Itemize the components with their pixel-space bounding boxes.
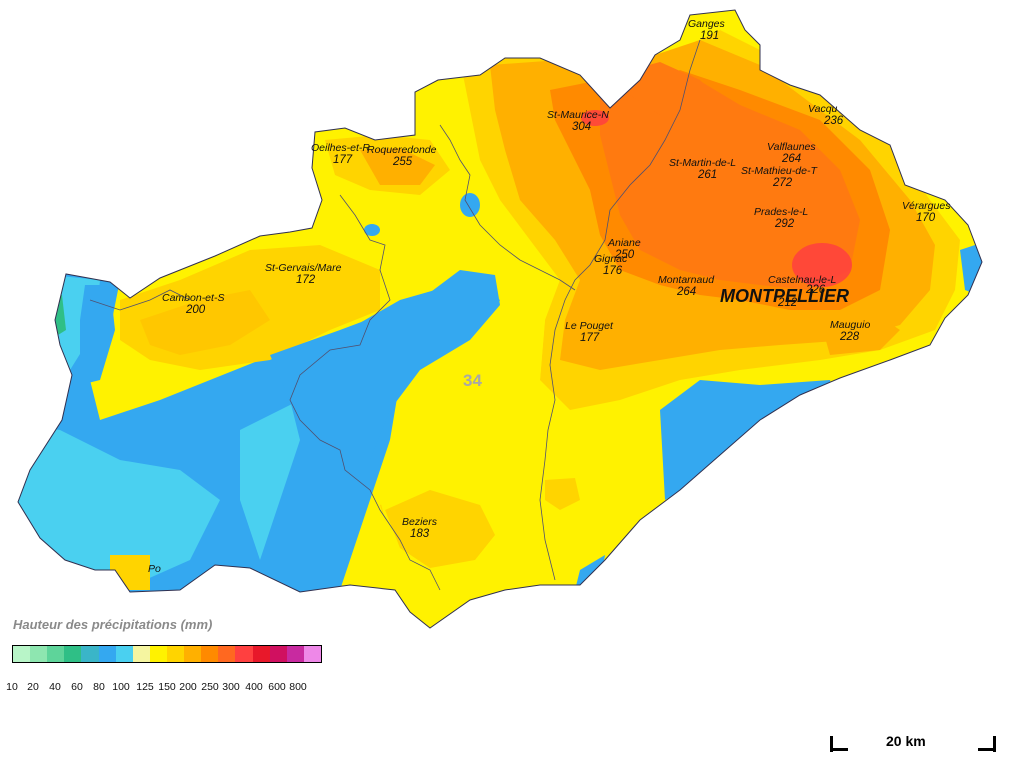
city-label: MONTPELLIER [720,286,849,306]
station-value: 183 [410,528,430,540]
legend-tick-label: 20 [27,681,39,693]
station-name: Mauguio [830,319,870,331]
legend-tick-label: 125 [136,681,154,693]
station-name: St-Mathieu-de-T [741,165,818,177]
legend-tick-label: 100 [112,681,130,693]
station-name: Le Pouget [565,320,614,332]
station-value: 226 [805,284,826,296]
station-name: Prades-le-L [754,206,808,218]
legend-swatch [184,646,202,662]
station-name: Ganges [688,18,726,30]
legend-swatch [132,646,150,662]
legend-colorbar [12,645,322,663]
legend-swatch [252,646,270,662]
station-name: Vérargues [902,200,951,212]
station-value: 304 [572,121,591,133]
legend-tick-label: 300 [222,681,240,693]
station-value: 272 [772,177,793,189]
legend-swatch [269,646,287,662]
station-value: 212 [777,297,798,309]
station-value: 255 [392,156,413,168]
legend-tick-label: 200 [179,681,197,693]
station-name: Roqueredonde [367,144,437,156]
station-name: Po [148,563,161,575]
station-value: 172 [296,274,316,286]
station-labels: Ganges 191 St-Maurice-N 304 Vacqu 236 Va… [148,18,951,575]
station-value: 200 [185,304,206,316]
legend-swatch [64,646,82,662]
station-name: St-Maurice-N [547,109,609,121]
legend-title: Hauteur des précipitations (mm) [13,617,213,632]
scale-label: 20 km [886,733,926,749]
station-value: 176 [603,265,623,277]
scale-bar-left-foot [830,748,848,751]
station-name: Oeilhes-et-R [311,142,370,154]
legend-swatch [149,646,167,662]
legend-tick-label: 400 [245,681,263,693]
station-value: 236 [823,115,844,127]
station-value: 292 [774,218,795,230]
station-name: Valflaunes [767,141,816,153]
legend-tick-label: 250 [201,681,219,693]
scale-bar-left [830,736,833,752]
legend-swatch [235,646,253,662]
station-name: Montarnaud [658,274,715,286]
legend-swatch [218,646,236,662]
station-value: 250 [614,249,635,261]
legend-tick-label: 150 [158,681,176,693]
station-name: Gignac [594,253,628,265]
legend-tick-label: 60 [71,681,83,693]
station-value: 177 [580,332,600,344]
legend-swatch [115,646,133,662]
scale-bar-right-foot [978,748,996,751]
legend-tick-label: 80 [93,681,105,693]
legend-swatch [81,646,99,662]
station-name: Vacqu [808,103,838,115]
station-value: 177 [333,154,353,166]
legend-swatch [303,646,321,662]
station-value: 170 [916,212,936,224]
internal-borders [89,39,701,591]
station-value: 264 [781,153,801,165]
legend-swatch [30,646,48,662]
station-name: Castelnau-le-L [768,274,836,286]
station-name: St-Martin-de-L [669,157,736,169]
legend-tick-label: 600 [268,681,286,693]
legend-swatch [13,646,31,662]
legend-swatch [47,646,65,662]
legend-swatch [98,646,116,662]
legend-swatch [201,646,219,662]
station-name: Cambon-et-S [162,292,224,304]
station-value: 261 [697,169,717,181]
scale-bar-right [993,736,996,752]
legend-tick-label: 10 [6,681,18,693]
legend-swatch [286,646,304,662]
station-name: Beziers [402,516,438,528]
station-value: 264 [676,286,696,298]
station-name: Aniane [607,237,641,249]
station-value: 191 [700,30,719,42]
station-value: 228 [839,331,860,343]
legend-swatch [166,646,185,662]
department-number: 34 [463,371,482,390]
legend-tick-label: 800 [289,681,307,693]
legend-tick-label: 40 [49,681,61,693]
station-name: St-Gervais/Mare [265,262,342,274]
